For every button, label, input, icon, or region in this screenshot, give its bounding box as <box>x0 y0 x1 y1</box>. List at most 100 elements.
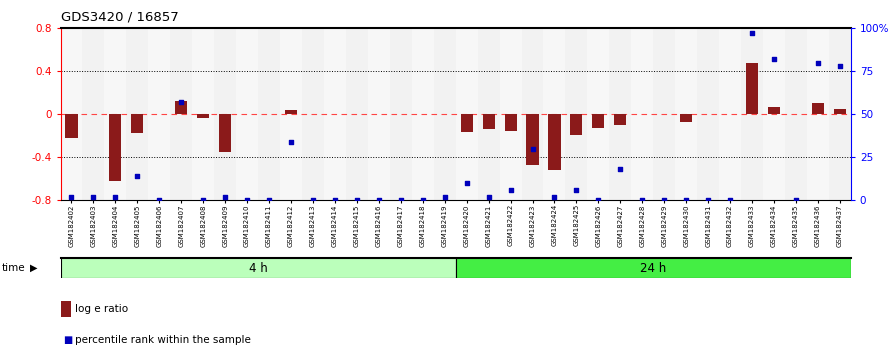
Point <box>635 197 650 203</box>
Bar <box>548 114 561 170</box>
Point <box>591 197 605 203</box>
Bar <box>697 28 719 200</box>
Bar <box>236 28 258 200</box>
Bar <box>192 28 214 200</box>
Bar <box>565 28 587 200</box>
Bar <box>412 28 433 200</box>
Point <box>547 194 562 199</box>
Point <box>284 139 298 144</box>
Bar <box>680 114 692 122</box>
Bar <box>346 28 368 200</box>
Bar <box>812 103 824 114</box>
Point <box>438 194 452 199</box>
Bar <box>676 28 697 200</box>
Bar <box>324 28 346 200</box>
Point <box>218 194 232 199</box>
Point <box>459 180 473 185</box>
Bar <box>741 28 763 200</box>
Point <box>240 197 255 203</box>
Bar <box>149 28 170 200</box>
Point <box>570 187 584 193</box>
Bar <box>285 110 297 114</box>
Bar <box>570 114 582 135</box>
Bar <box>198 114 209 119</box>
Point <box>701 197 716 203</box>
Bar <box>132 114 143 133</box>
Bar <box>544 28 565 200</box>
Text: 24 h: 24 h <box>640 262 667 275</box>
Bar <box>456 258 851 278</box>
Bar <box>505 114 516 131</box>
Bar <box>280 28 302 200</box>
Bar <box>614 114 627 125</box>
Point <box>504 187 518 193</box>
Point <box>262 197 276 203</box>
Bar <box>631 28 653 200</box>
Bar <box>456 28 478 200</box>
Bar <box>499 28 522 200</box>
Text: log e ratio: log e ratio <box>75 304 128 314</box>
Point <box>525 146 539 152</box>
Point <box>811 60 825 65</box>
Bar <box>219 114 231 152</box>
Point <box>789 197 803 203</box>
Point <box>130 173 144 179</box>
Bar <box>214 28 236 200</box>
Bar <box>109 114 121 181</box>
Bar <box>61 28 83 200</box>
Text: ■: ■ <box>63 335 72 345</box>
Bar <box>390 28 412 200</box>
Bar <box>768 107 780 114</box>
Point <box>64 194 78 199</box>
Bar <box>368 28 390 200</box>
Bar <box>461 114 473 132</box>
Point <box>657 197 671 203</box>
Bar <box>258 28 280 200</box>
Point <box>109 194 123 199</box>
Bar <box>785 28 807 200</box>
Point <box>745 31 759 36</box>
Point <box>393 197 408 203</box>
Point <box>416 197 430 203</box>
Text: ▶: ▶ <box>30 263 37 273</box>
Bar <box>478 28 499 200</box>
Point <box>350 197 364 203</box>
Point <box>833 63 847 69</box>
Bar <box>170 28 192 200</box>
Point <box>679 197 693 203</box>
Point <box>372 197 386 203</box>
Point <box>723 197 737 203</box>
Text: time: time <box>2 263 26 273</box>
Point <box>196 197 210 203</box>
Point <box>152 197 166 203</box>
Bar <box>719 28 741 200</box>
Point <box>613 166 627 172</box>
Bar <box>829 28 851 200</box>
Bar <box>126 28 149 200</box>
Point <box>86 194 101 199</box>
Text: 4 h: 4 h <box>248 262 268 275</box>
Point <box>306 197 320 203</box>
Bar <box>66 114 77 138</box>
Bar <box>522 28 544 200</box>
Bar <box>482 114 495 129</box>
Bar <box>83 28 104 200</box>
Text: GDS3420 / 16857: GDS3420 / 16857 <box>61 11 178 24</box>
Bar <box>587 28 610 200</box>
Bar <box>763 28 785 200</box>
Bar <box>61 258 456 278</box>
Bar <box>593 114 604 128</box>
Point <box>767 56 781 62</box>
Point <box>481 194 496 199</box>
Bar <box>104 28 126 200</box>
Point <box>174 99 189 105</box>
Bar <box>175 101 187 114</box>
Text: percentile rank within the sample: percentile rank within the sample <box>75 335 251 345</box>
Bar <box>834 109 846 114</box>
Bar <box>653 28 676 200</box>
Point <box>328 197 342 203</box>
Bar <box>610 28 631 200</box>
Bar <box>433 28 456 200</box>
Bar <box>746 63 758 114</box>
Bar <box>302 28 324 200</box>
